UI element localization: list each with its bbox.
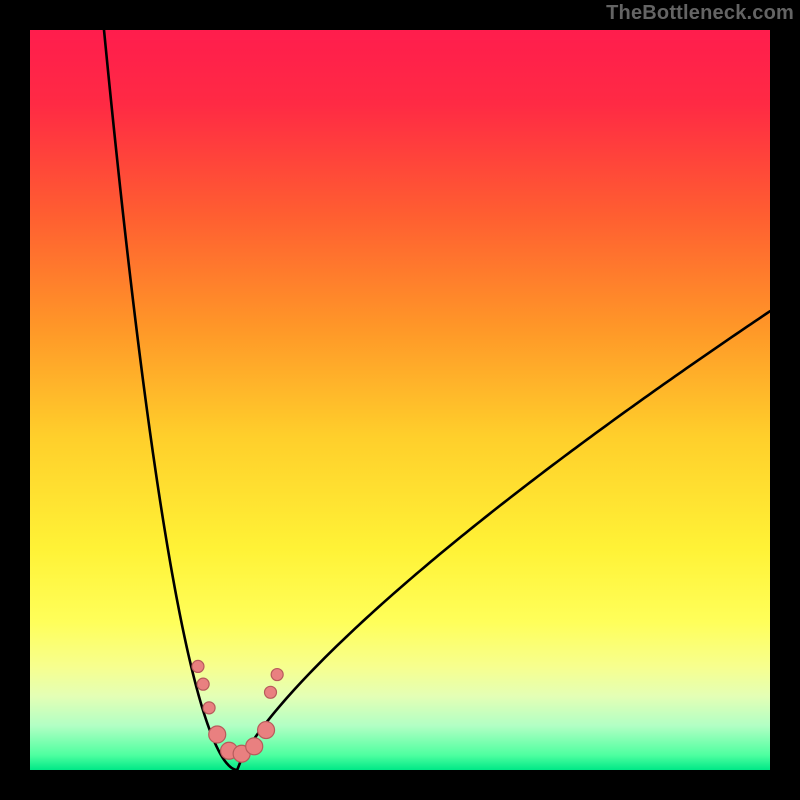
data-marker <box>209 726 226 743</box>
gradient-background <box>30 30 770 770</box>
watermark-text: TheBottleneck.com <box>606 2 794 25</box>
data-marker <box>265 686 277 698</box>
data-marker <box>197 678 209 690</box>
outer-frame: TheBottleneck.com <box>0 0 800 800</box>
data-marker <box>258 722 275 739</box>
data-marker <box>192 660 204 672</box>
chart-svg <box>30 30 770 770</box>
data-marker <box>271 669 283 681</box>
data-marker <box>246 738 263 755</box>
data-marker <box>203 702 215 714</box>
plot-area <box>30 30 770 770</box>
